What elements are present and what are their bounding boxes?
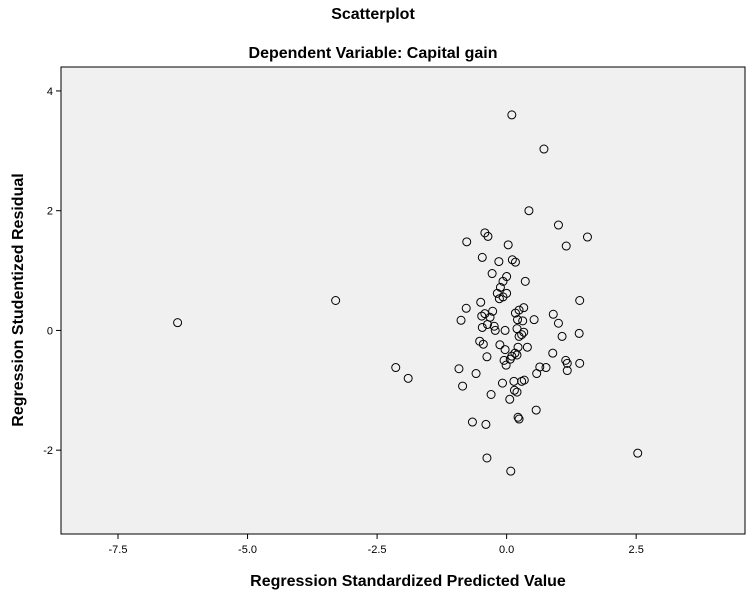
data-point: [505, 394, 515, 404]
data-point: [471, 369, 481, 379]
y-axis-title: Regression Studentized Residual: [10, 173, 27, 426]
y-tick-label: 2: [47, 206, 53, 218]
data-point: [517, 330, 527, 340]
data-point: [490, 325, 500, 335]
data-point: [494, 257, 504, 267]
data-point: [500, 345, 510, 355]
data-point: [507, 255, 517, 265]
data-point: [512, 350, 522, 360]
data-point: [531, 405, 541, 415]
data-point: [461, 303, 471, 313]
data-point: [548, 348, 558, 358]
data-point: [482, 352, 492, 362]
data-point: [518, 316, 528, 326]
data-point: [513, 412, 523, 422]
data-point: [513, 315, 523, 325]
data-point: [458, 381, 468, 391]
data-point: [574, 328, 584, 338]
y-axis: -2 0 2 4: [43, 86, 61, 457]
data-point: [507, 110, 517, 120]
data-point: [524, 206, 534, 216]
data-point: [456, 315, 466, 325]
data-point: [501, 360, 511, 370]
data-point: [509, 385, 519, 395]
x-tick-label: -5.0: [238, 544, 257, 556]
data-point: [562, 358, 572, 368]
data-point: [487, 269, 497, 279]
data-point: [509, 376, 519, 386]
x-axis: -7.5 -5.0 -2.5 0.0 2.5: [109, 534, 644, 556]
data-point: [514, 331, 524, 341]
data-point: [331, 296, 341, 305]
data-point: [500, 325, 510, 335]
data-point: [633, 448, 643, 458]
data-point: [477, 322, 487, 332]
data-point: [532, 369, 542, 379]
data-point: [575, 358, 585, 368]
data-point: [454, 364, 464, 374]
data-point: [467, 417, 477, 427]
data-point: [499, 355, 509, 365]
data-point: [575, 296, 585, 305]
data-point: [477, 252, 487, 262]
data-point: [539, 144, 549, 154]
data-point: [482, 453, 492, 463]
data-point: [529, 315, 539, 325]
data-point: [510, 257, 520, 267]
x-tick-label: -2.5: [368, 544, 387, 556]
data-point: [497, 378, 507, 388]
chart-title: Scatterplot: [331, 6, 415, 23]
data-point: [462, 237, 472, 247]
data-point: [173, 318, 183, 328]
data-point: [494, 294, 504, 304]
data-point: [557, 331, 567, 341]
x-tick-label: 0.0: [499, 544, 514, 556]
data-point: [510, 308, 520, 318]
chart-subtitle: Dependent Variable: Capital gain: [248, 45, 498, 62]
data-point: [514, 414, 524, 424]
data-point: [481, 419, 491, 429]
data-point: [522, 342, 532, 352]
x-tick-label: -7.5: [109, 544, 128, 556]
data-point: [486, 389, 496, 399]
x-axis-title: Regression Standardized Predicted Value: [250, 573, 566, 590]
data-point: [510, 348, 520, 358]
data-point: [512, 387, 522, 397]
data-point: [519, 303, 529, 313]
x-tick-label: 2.5: [629, 544, 644, 556]
y-tick-label: 4: [47, 86, 53, 98]
data-point: [548, 309, 558, 319]
plot-area: [60, 66, 746, 535]
data-point: [498, 276, 508, 286]
data-point: [482, 319, 492, 329]
data-point: [541, 363, 551, 373]
data-point: [553, 220, 563, 230]
data-point: [553, 318, 563, 328]
data-point: [403, 373, 413, 383]
y-tick-label: 0: [47, 325, 53, 337]
data-point: [562, 366, 572, 376]
data-point: [483, 231, 493, 241]
data-point: [561, 241, 571, 251]
data-point: [489, 321, 499, 331]
data-points: [173, 110, 643, 476]
data-point: [503, 240, 513, 250]
data-point: [506, 466, 516, 476]
data-point: [582, 232, 592, 242]
data-point: [476, 297, 486, 307]
data-point: [505, 354, 515, 364]
y-tick-label: -2: [43, 445, 53, 457]
data-point: [478, 339, 488, 349]
data-point: [495, 340, 505, 350]
data-point: [520, 276, 530, 286]
data-point: [391, 363, 401, 373]
